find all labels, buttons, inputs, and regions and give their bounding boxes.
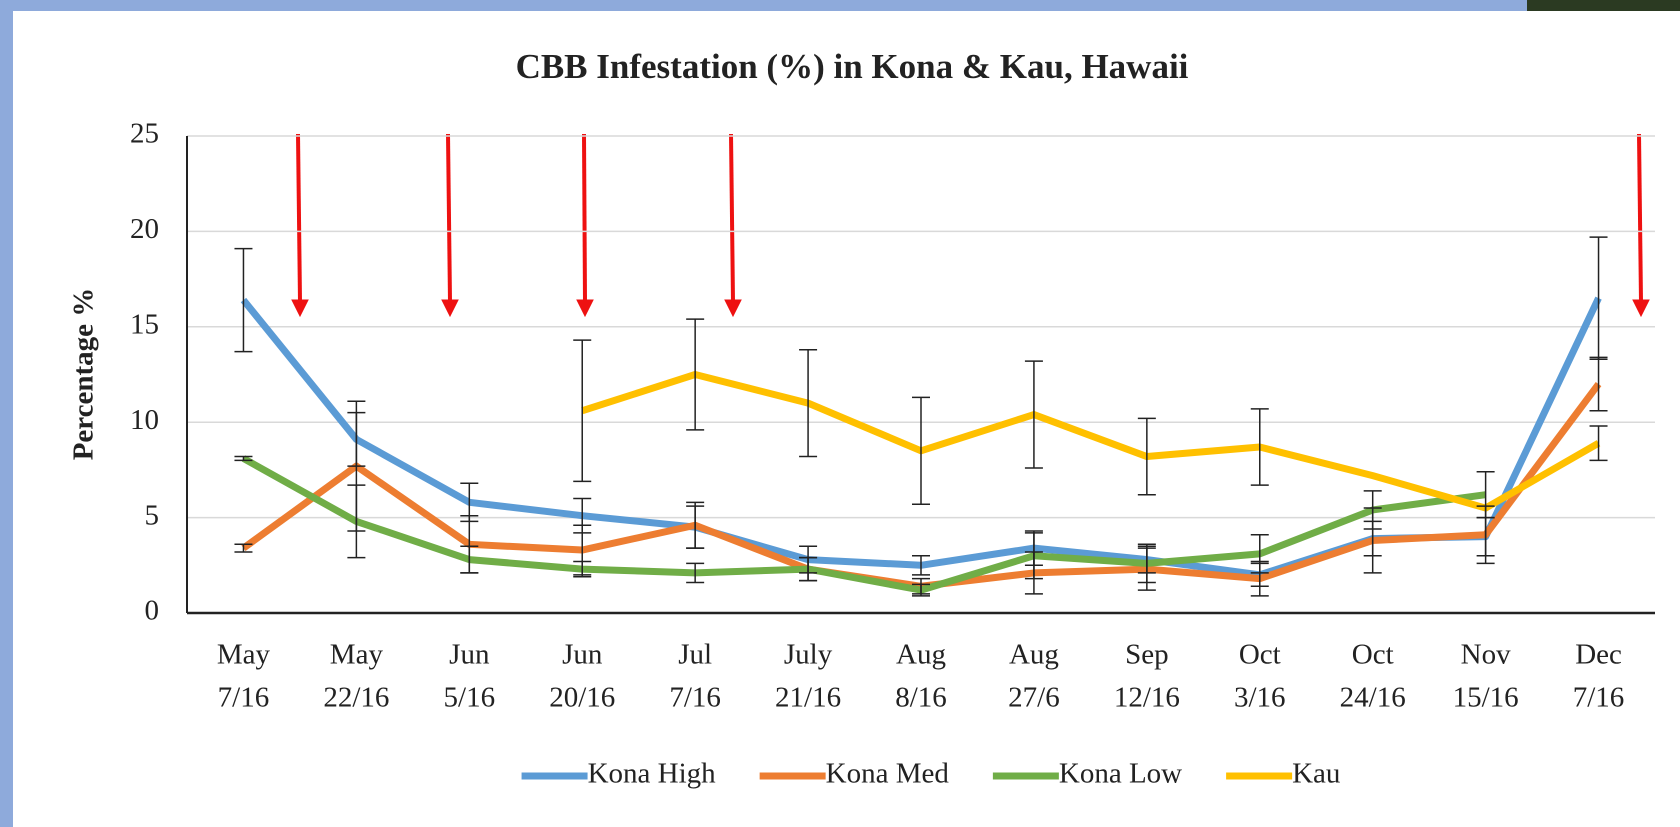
y-tick-label: 10	[130, 404, 159, 436]
y-tick-label: 25	[130, 118, 159, 150]
red-arrow-head	[291, 299, 309, 318]
x-tick-label: Sep	[1125, 639, 1169, 671]
x-tick-label: 7/16	[1573, 682, 1625, 714]
x-tick-label: Dec	[1575, 639, 1622, 671]
red-arrow-head	[724, 299, 742, 318]
legend-label: Kona Low	[1059, 758, 1182, 790]
y-tick-label: 5	[145, 499, 160, 531]
x-tick-label: 21/16	[775, 682, 841, 714]
legend-label: Kau	[1292, 758, 1340, 790]
error-bar	[912, 396, 930, 505]
red-arrows	[291, 133, 1650, 318]
error-bar	[686, 562, 705, 584]
x-tick-label: May	[217, 639, 271, 671]
x-tick-label: 24/16	[1340, 682, 1406, 714]
red-arrow	[1637, 133, 1643, 303]
error-bar	[234, 247, 253, 353]
error-bar	[573, 560, 592, 578]
x-tick-label: 5/16	[444, 682, 496, 714]
x-tick-label: Nov	[1461, 639, 1511, 671]
error-bar	[799, 348, 818, 458]
x-tick-label: Aug	[1009, 639, 1059, 671]
chart-title: CBB Infestation (%) in Kona & Kau, Hawai…	[516, 47, 1189, 86]
error-bar	[686, 501, 705, 549]
x-tick-label: Aug	[896, 639, 946, 671]
error-bar	[1476, 471, 1495, 519]
red-arrow-head	[1632, 299, 1650, 318]
red-arrow	[446, 133, 452, 303]
x-tick-label: 22/16	[323, 682, 389, 714]
red-arrow-head	[576, 299, 594, 318]
error-bar	[1589, 425, 1608, 462]
error-bar	[1250, 408, 1269, 486]
error-bar	[1024, 532, 1043, 580]
error-bar	[686, 318, 705, 431]
x-tick-label: 15/16	[1453, 682, 1519, 714]
error-bar	[912, 583, 930, 597]
error-bar	[1589, 356, 1608, 412]
error-bar	[573, 339, 592, 483]
legend-label: Kona Med	[826, 758, 950, 790]
x-tick-label: 3/16	[1234, 682, 1286, 714]
error-bar	[234, 455, 253, 462]
x-tick-label: 12/16	[1114, 682, 1180, 714]
error-bar	[234, 543, 253, 553]
y-axis-label: Percentage %	[68, 288, 100, 461]
x-tick-label: Jul	[678, 639, 712, 671]
series-line	[581, 371, 1601, 512]
red-arrow	[296, 133, 302, 303]
error-bar	[1024, 360, 1043, 469]
red-arrow	[582, 133, 587, 303]
x-tick-label: Oct	[1239, 639, 1281, 671]
error-bar	[1137, 543, 1156, 584]
red-arrow	[729, 133, 735, 303]
series-line	[241, 455, 1487, 594]
x-tick-label: Jun	[562, 639, 603, 671]
error-bar	[799, 556, 818, 582]
red-arrow-head	[441, 299, 459, 318]
x-tick-label: 7/16	[218, 682, 270, 714]
x-tick-label: July	[784, 639, 833, 671]
x-tick-label: 27/6	[1008, 682, 1060, 714]
y-tick-label: 15	[130, 308, 159, 340]
x-tick-label: 7/16	[669, 682, 721, 714]
corner-image	[1527, 0, 1680, 11]
x-tick-label: May	[330, 639, 384, 671]
error-bar	[347, 484, 366, 559]
x-tick-label: 8/16	[895, 682, 947, 714]
error-bar	[912, 555, 930, 576]
x-tick-label: 20/16	[549, 682, 615, 714]
error-bar	[1363, 490, 1382, 530]
error-bar	[460, 545, 479, 574]
legend: Kona High Kona Med Kona Low Kau	[521, 758, 1340, 790]
y-tick-label: 0	[145, 595, 160, 627]
x-tick-label: Oct	[1352, 639, 1394, 671]
error-bar	[1250, 534, 1269, 574]
legend-label: Kona High	[588, 758, 717, 790]
x-tick-label: Jun	[449, 639, 490, 671]
error-bar	[1137, 417, 1156, 496]
y-tick-label: 20	[130, 213, 159, 245]
